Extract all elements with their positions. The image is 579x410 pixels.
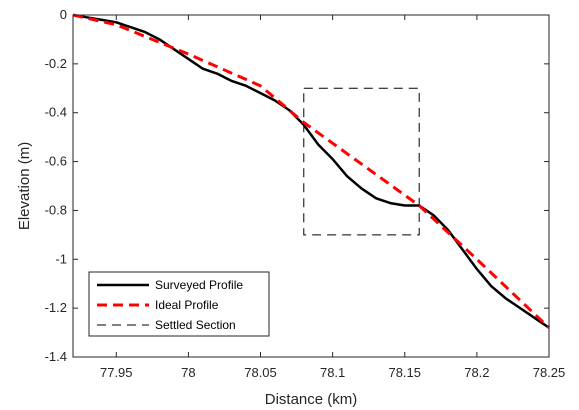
y-tick-label: -1 (55, 251, 67, 266)
settled-section-box (303, 87, 420, 236)
y-tick-label: -1.2 (45, 300, 67, 315)
y-tick-label: -1.4 (45, 349, 67, 364)
x-axis-label: Distance (km) (265, 391, 358, 408)
series-layer (72, 13, 551, 329)
legend-label: Settled Section (155, 318, 236, 332)
x-tick-label: 77.95 (100, 365, 133, 380)
legend-label: Surveyed Profile (155, 278, 243, 292)
series-line-surveyed-profile (72, 13, 550, 329)
x-tick-label: 78.05 (244, 365, 277, 380)
legend-label: Ideal Profile (155, 298, 219, 312)
plot-frame (72, 14, 550, 358)
y-tick-label: 0 (60, 7, 67, 22)
x-tick-label: 78 (181, 365, 195, 380)
annotation-layer (303, 87, 420, 236)
x-tick-label: 78.25 (533, 365, 566, 380)
x-tick-label: 78.1 (320, 365, 345, 380)
y-tick-label: -0.2 (45, 56, 67, 71)
y-tick-label: -0.6 (45, 154, 67, 169)
y-tick-label: -0.8 (45, 202, 67, 217)
y-tick-label: -0.4 (45, 105, 67, 120)
x-axis: 77.95 78 78.05 78.1 78.15 78.2 78.25 (100, 15, 565, 380)
x-tick-label: 78.15 (388, 365, 421, 380)
x-tick-label: 78.2 (464, 365, 489, 380)
series-line-ideal-profile (72, 13, 551, 329)
y-axis: 0 -0.2 -0.4 -0.6 -0.8 -1 -1.2 -1.4 (45, 7, 549, 364)
y-axis-label: Elevation (m) (16, 142, 33, 230)
legend: Surveyed Profile Ideal Profile Settled Sec… (88, 271, 270, 337)
